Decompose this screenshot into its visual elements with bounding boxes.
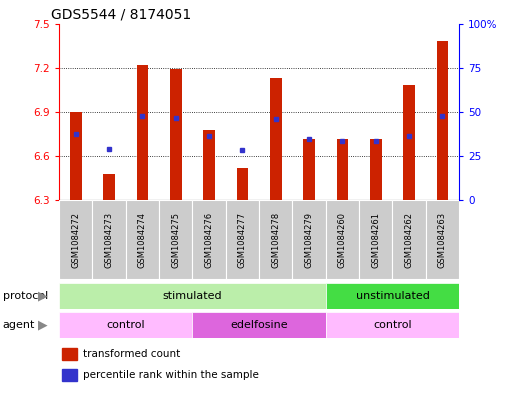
Bar (303, 138, 315, 200)
Bar (403, 85, 415, 200)
FancyBboxPatch shape (59, 312, 192, 338)
FancyBboxPatch shape (426, 200, 459, 279)
FancyBboxPatch shape (259, 200, 292, 279)
FancyBboxPatch shape (226, 200, 259, 279)
Text: GSM1084278: GSM1084278 (271, 212, 280, 268)
FancyBboxPatch shape (326, 200, 359, 279)
Bar (103, 174, 115, 200)
FancyBboxPatch shape (392, 200, 426, 279)
FancyBboxPatch shape (192, 312, 326, 338)
Text: GSM1084272: GSM1084272 (71, 212, 80, 268)
FancyBboxPatch shape (192, 200, 226, 279)
Text: GSM1084262: GSM1084262 (405, 212, 413, 268)
Bar (236, 168, 248, 200)
Text: transformed count: transformed count (83, 349, 180, 359)
FancyBboxPatch shape (326, 283, 459, 309)
Text: ▶: ▶ (38, 319, 47, 332)
FancyBboxPatch shape (59, 283, 326, 309)
Text: percentile rank within the sample: percentile rank within the sample (83, 370, 259, 380)
FancyBboxPatch shape (326, 312, 459, 338)
Bar (170, 69, 182, 200)
FancyBboxPatch shape (59, 200, 92, 279)
Bar (437, 41, 448, 200)
Text: stimulated: stimulated (163, 291, 222, 301)
FancyBboxPatch shape (359, 200, 392, 279)
FancyBboxPatch shape (159, 200, 192, 279)
Text: GSM1084273: GSM1084273 (105, 212, 113, 268)
FancyBboxPatch shape (126, 200, 159, 279)
Text: GSM1084277: GSM1084277 (238, 212, 247, 268)
Text: GSM1084279: GSM1084279 (305, 212, 313, 268)
Text: GDS5544 / 8174051: GDS5544 / 8174051 (51, 7, 191, 21)
Bar (270, 78, 282, 200)
Text: protocol: protocol (3, 291, 48, 301)
Text: GSM1084274: GSM1084274 (138, 212, 147, 268)
Text: GSM1084275: GSM1084275 (171, 212, 180, 268)
Bar (203, 130, 215, 200)
Text: GSM1084260: GSM1084260 (338, 212, 347, 268)
Text: control: control (373, 320, 412, 330)
Text: GSM1084261: GSM1084261 (371, 212, 380, 268)
FancyBboxPatch shape (292, 200, 326, 279)
Bar (337, 138, 348, 200)
Text: agent: agent (3, 320, 35, 330)
Bar (70, 112, 82, 200)
Text: control: control (106, 320, 145, 330)
Text: GSM1084263: GSM1084263 (438, 212, 447, 268)
Text: edelfosine: edelfosine (230, 320, 288, 330)
Text: GSM1084276: GSM1084276 (205, 212, 213, 268)
Bar (370, 138, 382, 200)
FancyBboxPatch shape (92, 200, 126, 279)
Bar (62, 369, 77, 381)
Text: ▶: ▶ (38, 289, 47, 302)
Bar (136, 65, 148, 200)
Bar (62, 348, 77, 360)
Text: unstimulated: unstimulated (356, 291, 429, 301)
